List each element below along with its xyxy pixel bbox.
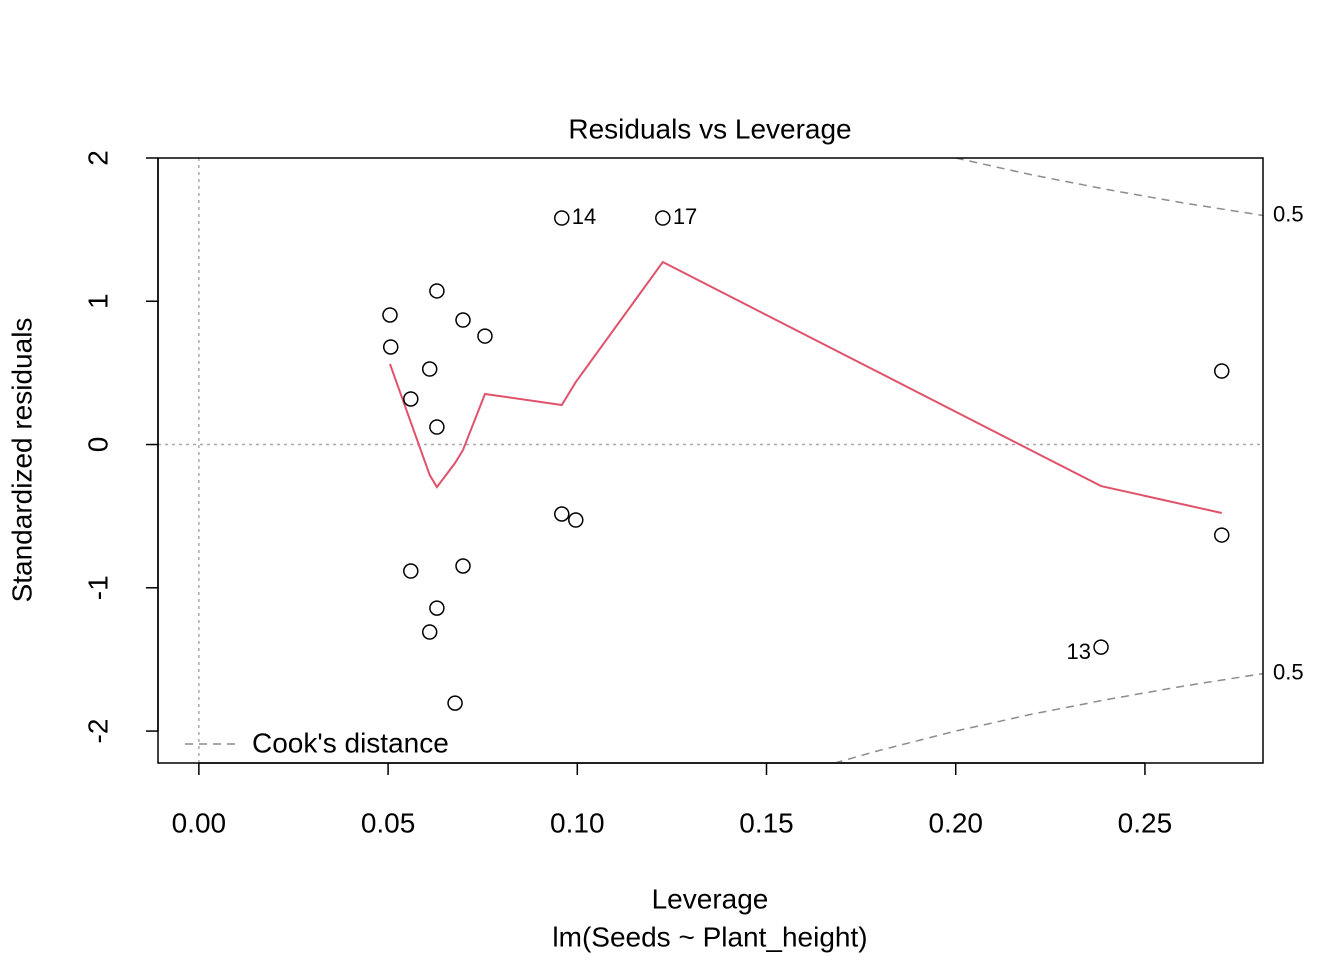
point [455, 312, 471, 328]
smooth-line [389, 260, 1222, 514]
x-tick-label: 0.20 [928, 807, 983, 838]
point [429, 283, 445, 299]
point [429, 419, 445, 435]
point [554, 210, 570, 226]
point [429, 600, 445, 616]
point [554, 506, 570, 522]
x-tick-label: 0.05 [361, 807, 416, 838]
x-axis-label: Leverage [652, 883, 769, 914]
cooks-level-label: 0.5 [1273, 659, 1304, 684]
point [382, 339, 399, 355]
y-axis-label: Standardized residuals [6, 318, 37, 603]
point [382, 307, 398, 323]
x-tick-label: 0.25 [1118, 807, 1173, 838]
cooks-level-label: 0.5 [1273, 201, 1304, 226]
y-tick-label: 2 [82, 150, 113, 166]
point [655, 210, 671, 226]
point [1214, 363, 1230, 379]
x-tick-label: 0.00 [172, 807, 227, 838]
point [403, 391, 419, 407]
chart-title: Residuals vs Leverage [568, 113, 851, 144]
point-label: 17 [673, 204, 697, 229]
point [1093, 639, 1109, 655]
point [421, 361, 438, 377]
point [568, 512, 584, 528]
y-tick-label: -2 [82, 719, 113, 744]
y-tick-label: 0 [82, 437, 113, 453]
plot-frame [157, 157, 1264, 764]
x-tick-label: 0.10 [550, 807, 605, 838]
cooks-distance-curve [834, 672, 1263, 763]
y-tick-label: -1 [82, 575, 113, 600]
y-tick-label: 1 [82, 293, 113, 309]
subtitle: lm(Seeds ~ Plant_height) [552, 921, 867, 952]
point-label: 14 [572, 204, 596, 229]
point [447, 695, 463, 711]
point [455, 558, 471, 574]
x-tick-label: 0.15 [739, 807, 794, 838]
point [1214, 527, 1230, 543]
point [421, 624, 438, 640]
cooks-distance-curve [955, 158, 1263, 217]
point-label: 13 [1067, 639, 1091, 664]
point [477, 328, 493, 344]
legend-label: Cook's distance [252, 727, 449, 758]
point [403, 563, 419, 579]
